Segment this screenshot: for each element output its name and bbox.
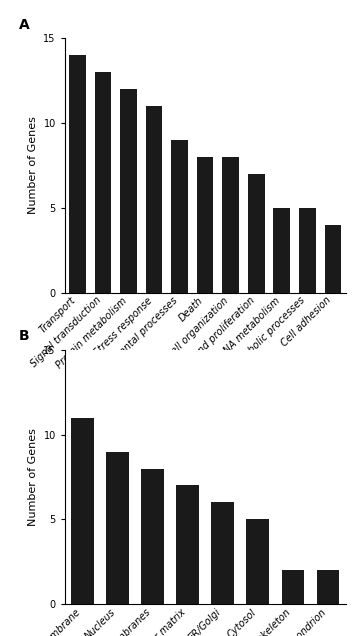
Y-axis label: Number of Genes: Number of Genes bbox=[28, 428, 38, 526]
Bar bbox=[69, 55, 86, 293]
Bar bbox=[141, 469, 164, 604]
Bar bbox=[282, 570, 304, 604]
Bar bbox=[106, 452, 129, 604]
Bar bbox=[146, 106, 162, 293]
Bar bbox=[120, 89, 137, 293]
Bar bbox=[71, 418, 94, 604]
Bar bbox=[171, 140, 188, 293]
Bar bbox=[211, 502, 234, 604]
Bar bbox=[274, 208, 290, 293]
Bar bbox=[299, 208, 316, 293]
Bar bbox=[248, 174, 265, 293]
Bar bbox=[247, 520, 269, 604]
Bar bbox=[325, 225, 341, 293]
Bar bbox=[197, 157, 213, 293]
Bar bbox=[95, 72, 111, 293]
Bar bbox=[317, 570, 339, 604]
Y-axis label: Number of Genes: Number of Genes bbox=[28, 116, 38, 214]
Text: B: B bbox=[18, 329, 29, 343]
Bar bbox=[176, 485, 199, 604]
Text: A: A bbox=[18, 18, 29, 32]
Bar bbox=[222, 157, 239, 293]
